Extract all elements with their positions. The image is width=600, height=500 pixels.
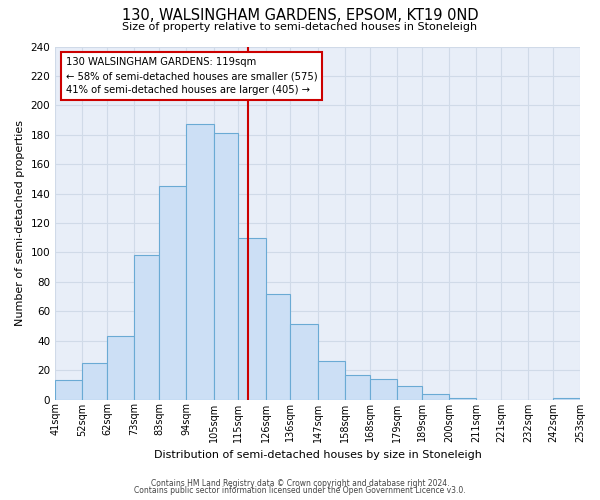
Bar xyxy=(397,386,422,400)
Text: Size of property relative to semi-detached houses in Stoneleigh: Size of property relative to semi-detach… xyxy=(122,22,478,32)
Bar xyxy=(187,124,214,400)
Text: 130 WALSINGHAM GARDENS: 119sqm
← 58% of semi-detached houses are smaller (575)
4: 130 WALSINGHAM GARDENS: 119sqm ← 58% of … xyxy=(65,57,317,95)
Bar xyxy=(317,362,345,400)
Bar xyxy=(553,398,580,400)
Bar xyxy=(82,362,107,400)
Bar xyxy=(159,186,187,400)
Text: Contains public sector information licensed under the Open Government Licence v3: Contains public sector information licen… xyxy=(134,486,466,495)
Bar xyxy=(266,294,290,400)
Bar xyxy=(55,380,82,400)
Bar xyxy=(214,134,238,400)
Bar xyxy=(345,374,370,400)
Bar xyxy=(107,336,134,400)
X-axis label: Distribution of semi-detached houses by size in Stoneleigh: Distribution of semi-detached houses by … xyxy=(154,450,482,460)
Y-axis label: Number of semi-detached properties: Number of semi-detached properties xyxy=(15,120,25,326)
Bar xyxy=(449,398,476,400)
Bar xyxy=(290,324,317,400)
Text: Contains HM Land Registry data © Crown copyright and database right 2024.: Contains HM Land Registry data © Crown c… xyxy=(151,478,449,488)
Text: 130, WALSINGHAM GARDENS, EPSOM, KT19 0ND: 130, WALSINGHAM GARDENS, EPSOM, KT19 0ND xyxy=(122,8,478,22)
Bar xyxy=(238,238,266,400)
Bar xyxy=(370,379,397,400)
Bar xyxy=(134,256,159,400)
Bar xyxy=(422,394,449,400)
